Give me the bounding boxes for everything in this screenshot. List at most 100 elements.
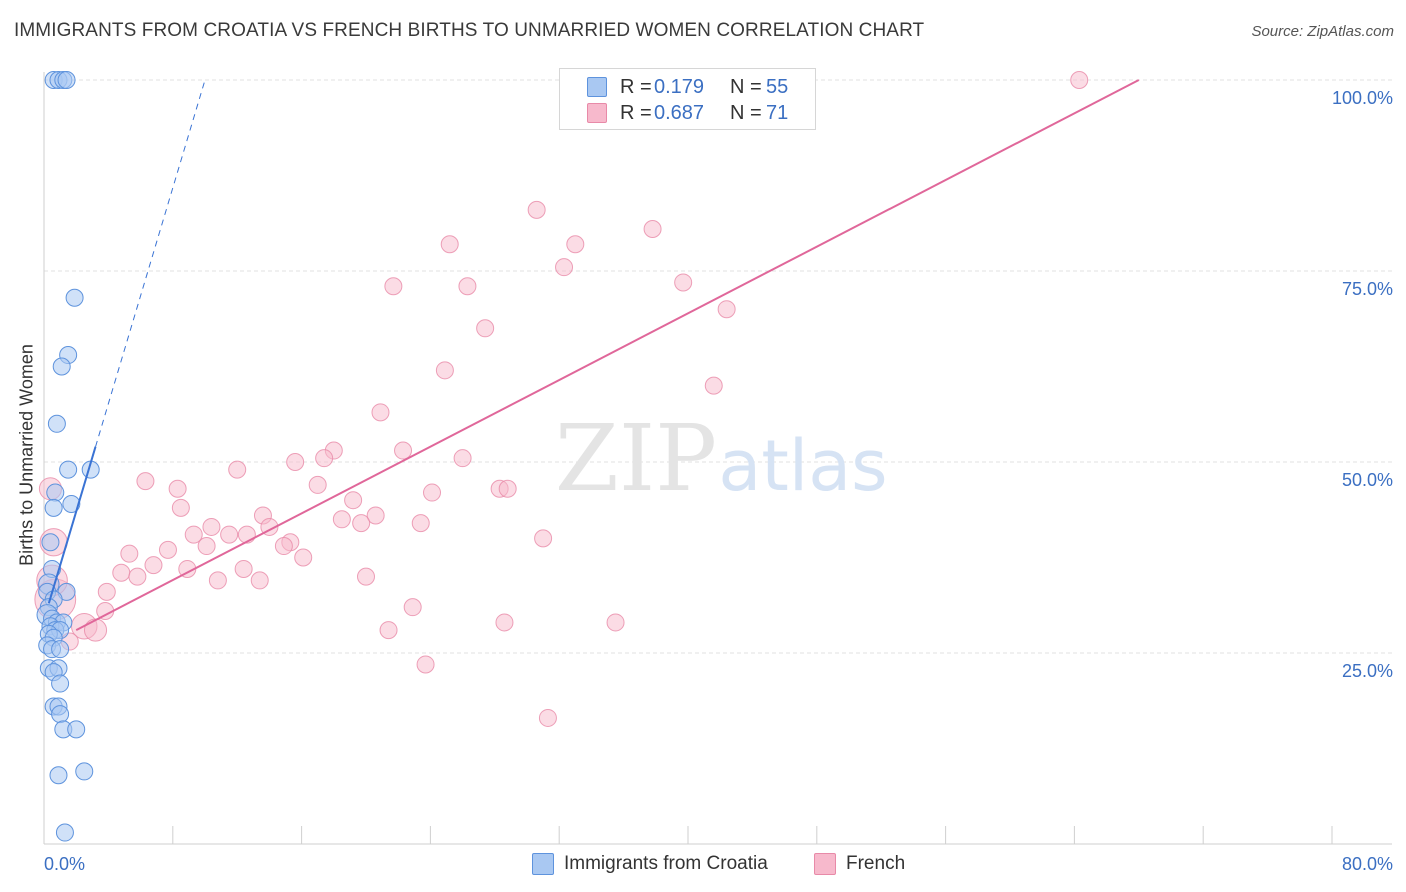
croatia-legend-label: Immigrants from Croatia xyxy=(564,853,768,874)
french-point xyxy=(128,567,147,586)
croatia-point xyxy=(65,288,84,307)
x-tick-label: 0.0% xyxy=(44,854,85,874)
legend-row-croatia: R = 0.179 N = 55 xyxy=(560,75,815,101)
croatia-point xyxy=(51,674,70,693)
croatia-r-value: 0.179 xyxy=(654,76,705,98)
french-point xyxy=(294,548,313,567)
r-label: R = xyxy=(620,102,652,124)
croatia-point xyxy=(51,705,70,724)
french-point xyxy=(237,525,256,544)
french-point xyxy=(416,655,435,674)
french-trend-line xyxy=(75,79,1140,631)
n-label: N = xyxy=(730,102,762,124)
french-point xyxy=(643,219,662,238)
french-point xyxy=(555,258,574,277)
french-point xyxy=(379,621,398,640)
french-point xyxy=(344,491,363,510)
french-point xyxy=(315,449,334,468)
croatia-point xyxy=(49,766,68,785)
french-point xyxy=(228,460,247,479)
french-point xyxy=(332,510,351,529)
croatia-point xyxy=(57,71,76,89)
croatia-point xyxy=(44,498,63,517)
french-point xyxy=(234,559,253,578)
french-point xyxy=(674,273,693,292)
french-point xyxy=(308,475,327,494)
croatia-legend-swatch xyxy=(532,853,554,875)
french-point xyxy=(495,613,514,632)
french-point xyxy=(717,300,736,319)
y-tick-label: 75.0% xyxy=(1342,279,1393,299)
y-tick-label: 25.0% xyxy=(1342,661,1393,681)
french-point xyxy=(286,453,305,471)
french-point xyxy=(440,235,459,254)
gridlines xyxy=(44,79,1392,654)
french-point xyxy=(250,571,269,590)
french-point xyxy=(423,483,442,502)
french-point xyxy=(274,537,293,556)
french-points xyxy=(34,71,1089,727)
french-point xyxy=(112,563,131,582)
french-point xyxy=(704,376,723,395)
french-point xyxy=(534,529,553,548)
french-point xyxy=(357,567,375,586)
croatia-trend-extension xyxy=(95,79,206,447)
croatia-point xyxy=(47,414,66,433)
french-point xyxy=(435,361,454,380)
chart-title: IMMIGRANTS FROM CROATIA VS FRENCH BIRTHS… xyxy=(14,20,925,41)
french-point xyxy=(120,544,139,563)
french-point xyxy=(498,479,517,498)
croatia-point xyxy=(52,357,71,376)
french-point xyxy=(1070,71,1089,89)
french-point xyxy=(366,506,385,525)
series-legend: Immigrants from Croatia French xyxy=(0,852,1406,878)
french-point xyxy=(97,582,116,601)
croatia-n-value: 55 xyxy=(766,76,789,98)
watermark-atlas: atlas xyxy=(718,425,887,507)
french-point xyxy=(476,319,495,338)
french-point xyxy=(403,598,422,617)
axes xyxy=(43,72,1392,845)
french-legend-swatch xyxy=(814,853,836,875)
n-label: N = xyxy=(730,76,762,98)
french-point xyxy=(458,277,477,296)
watermark-zip: ZIP xyxy=(555,405,717,512)
french-point xyxy=(527,200,546,219)
french-n-value: 71 xyxy=(766,102,789,124)
x-tick-label: 80.0% xyxy=(1342,854,1393,874)
tick-labels: 25.0% 50.0% 75.0% 100.0% 0.0% 80.0% xyxy=(44,88,1393,874)
croatia-point xyxy=(59,460,78,479)
french-point xyxy=(144,556,163,575)
croatia-trend-line xyxy=(47,446,97,604)
french-swatch xyxy=(587,103,607,123)
french-point xyxy=(538,708,557,727)
croatia-point xyxy=(46,483,65,502)
croatia-point xyxy=(67,720,86,739)
french-point xyxy=(158,540,177,559)
french-point xyxy=(384,277,403,296)
croatia-swatch xyxy=(587,77,607,97)
correlation-legend: R = 0.179 N = 55 R = 0.687 N = 71 xyxy=(559,68,816,130)
r-label: R = xyxy=(620,76,652,98)
french-point xyxy=(394,441,413,460)
croatia-point xyxy=(75,762,94,781)
french-point xyxy=(184,525,203,544)
french-legend-label: French xyxy=(846,853,906,874)
french-point xyxy=(566,235,585,254)
french-point xyxy=(136,472,155,491)
french-point xyxy=(220,525,239,544)
french-point xyxy=(371,403,390,422)
croatia-point xyxy=(55,823,74,842)
watermark: ZIP atlas xyxy=(555,405,888,512)
french-point xyxy=(453,449,472,468)
legend-row-french: R = 0.687 N = 71 xyxy=(560,101,815,127)
french-point xyxy=(83,618,108,642)
croatia-point xyxy=(62,495,81,514)
french-r-value: 0.687 xyxy=(654,102,705,124)
french-point xyxy=(197,537,216,556)
french-point xyxy=(202,517,221,536)
y-tick-label: 100.0% xyxy=(1332,88,1393,108)
trend-lines xyxy=(47,79,1140,631)
french-point xyxy=(171,498,190,517)
